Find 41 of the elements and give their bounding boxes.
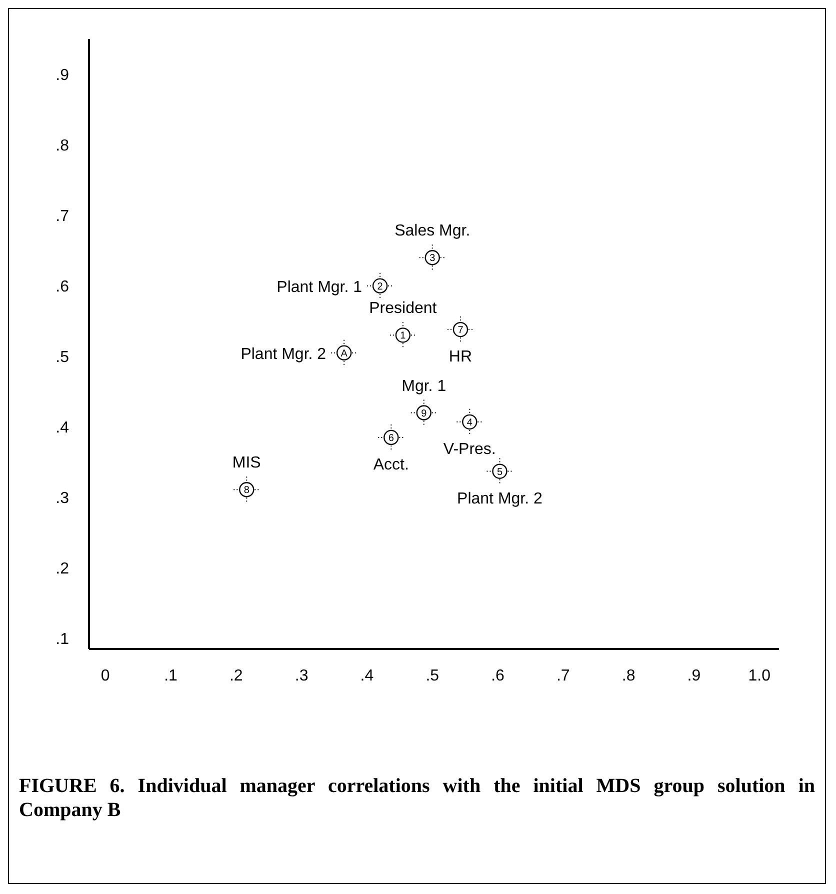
annotation: Plant Mgr. 2 (457, 490, 543, 508)
annotation: 4 (466, 417, 473, 428)
x-tick-label: .3 (294, 667, 308, 684)
annotation: 5 (496, 466, 503, 478)
x-tick-label: 0 (100, 667, 110, 684)
y-tick-label: .1 (56, 631, 70, 648)
annotation: MIS (232, 454, 261, 472)
x-tick-label: 1.0 (748, 667, 771, 684)
annotation: Acct. (373, 456, 409, 474)
annotation: 6 (388, 432, 394, 444)
x-tick-label: .2 (229, 667, 243, 684)
annotation: A (340, 348, 348, 360)
y-tick-label: .2 (56, 560, 70, 578)
y-tick-label: .4 (56, 420, 70, 437)
y-tick-label: .8 (56, 137, 70, 154)
y-tick-label: .6 (56, 278, 70, 296)
annotation: 1 (400, 330, 406, 342)
x-tick-label: .6 (491, 667, 505, 684)
annotation: 2 (377, 281, 384, 292)
annotation: Sales Mgr. (394, 222, 470, 240)
annotation: Plant Mgr. 1 (276, 278, 362, 296)
annotation: V-Pres. (443, 440, 496, 458)
text: FIGURE 6. Individual manager correlations with the initial MDS group solution in Company B (19, 774, 815, 822)
annotation: 9 (421, 408, 428, 420)
y-tick-label: .3 (56, 490, 70, 508)
x-tick-label: .8 (622, 667, 636, 684)
y-tick-label: .9 (56, 66, 70, 84)
annotation: President (369, 300, 438, 318)
annotation: 8 (244, 485, 250, 496)
y-tick-label: .7 (56, 208, 70, 225)
annotation: Plant Mgr. 2 (240, 346, 326, 363)
x-tick-label: .4 (360, 667, 374, 684)
x-tick-label: .1 (164, 667, 178, 684)
annotation: Mgr. 1 (402, 378, 446, 395)
x-tick-label: .7 (556, 667, 570, 684)
annotation: 7 (458, 325, 464, 336)
x-tick-label: .5 (426, 667, 440, 684)
annotation: HR (448, 348, 472, 366)
y-tick-label: .5 (56, 349, 70, 366)
annotation: 3 (430, 253, 436, 264)
x-tick-label: .9 (687, 667, 701, 684)
